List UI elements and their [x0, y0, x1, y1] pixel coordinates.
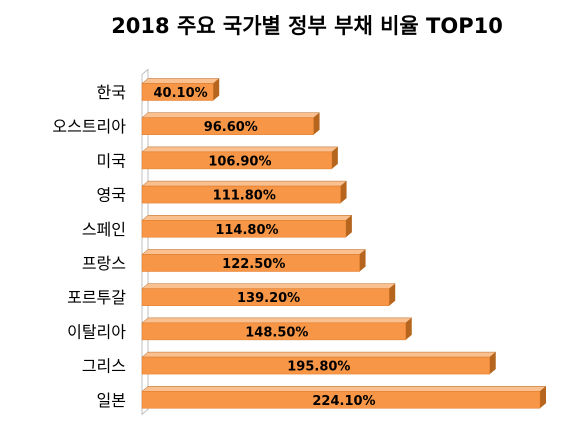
bar-front-face	[141, 391, 541, 409]
data-label: 148.50%	[245, 325, 308, 340]
bars: 40.10% 한국 96.60% 오스트리아 106.90% 미국 111.80% 영국 114…	[52, 78, 547, 410]
category-label: 포르투갈	[67, 288, 126, 307]
bar-1: 40.10% 한국	[97, 78, 220, 102]
category-label: 오스트리아	[52, 117, 126, 136]
category-label: 일본	[97, 391, 126, 410]
data-label: 139.20%	[237, 291, 300, 306]
bar-side-face	[213, 78, 220, 101]
bar-side-face	[489, 352, 496, 375]
data-label: 106.90%	[208, 154, 271, 169]
bar-top-face	[141, 215, 353, 221]
category-label: 한국	[97, 83, 126, 102]
bar-front-face	[141, 117, 314, 135]
bar-side-face	[540, 386, 546, 409]
category-label: 미국	[97, 151, 126, 170]
bar-7: 139.20% 포르투갈	[67, 283, 396, 307]
category-label: 그리스	[82, 357, 126, 376]
bar-top-face	[141, 112, 321, 118]
bar-top-face	[141, 317, 413, 324]
bar-6: 122.50% 프랑스	[82, 249, 367, 273]
category-label: 영국	[97, 186, 126, 205]
bar-front-face	[141, 83, 214, 101]
bar-9: 195.80% 그리스	[82, 351, 497, 376]
bar-top-face	[141, 146, 339, 153]
category-label: 이탈리아	[67, 322, 126, 341]
data-label: 224.10%	[312, 394, 375, 409]
bar-side-face	[389, 283, 396, 306]
bar-front-face	[141, 254, 360, 272]
data-label: 96.60%	[204, 120, 258, 135]
bar-top-face	[141, 78, 220, 84]
data-label: 40.10%	[154, 86, 208, 101]
bar-side-face	[313, 112, 320, 135]
bar-side-face	[340, 181, 347, 204]
bar-front-face	[141, 288, 390, 306]
category-label: 프랑스	[82, 254, 126, 273]
bar-3: 106.90% 미국	[97, 146, 339, 170]
bar-4: 111.80% 영국	[97, 180, 348, 205]
data-label: 114.80%	[215, 223, 278, 238]
data-label: 122.50%	[222, 257, 285, 272]
bar-top-face	[141, 249, 367, 255]
bar-top-face	[141, 283, 396, 289]
bar-2: 96.60% 오스트리아	[52, 112, 321, 136]
bar-top-face	[141, 351, 497, 358]
category-label: 스페인	[82, 220, 126, 239]
bar-side-face	[331, 146, 338, 169]
bar-front-face	[141, 185, 341, 204]
bar-8: 148.50% 이탈리아	[67, 317, 413, 341]
bar-10: 224.10% 일본	[97, 386, 547, 410]
bar-front-face	[141, 322, 406, 341]
data-label: 111.80%	[213, 189, 276, 204]
bar-side-face	[359, 249, 366, 272]
bar-5: 114.80% 스페인	[82, 215, 353, 239]
chart-title: 2018 주요 국가별 정부 부채 비율 TOP10	[111, 14, 503, 38]
bar-front-face	[141, 151, 333, 170]
bar-front-face	[141, 356, 490, 375]
bar-top-face	[141, 386, 547, 392]
bar-side-face	[405, 317, 412, 340]
bar-front-face	[141, 220, 347, 238]
bar-top-face	[141, 180, 348, 187]
data-label: 195.80%	[287, 360, 350, 375]
bar-side-face	[345, 215, 352, 238]
